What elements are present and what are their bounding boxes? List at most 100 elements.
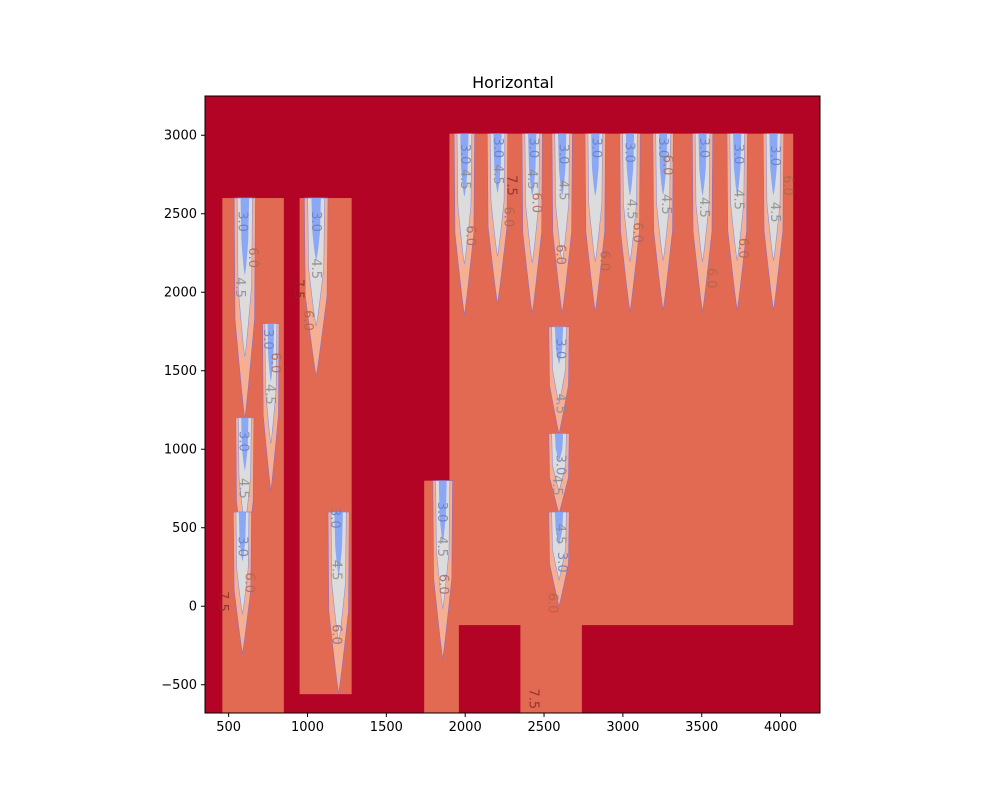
x-tick-label: 3000 xyxy=(606,720,639,735)
x-tick-label: 1000 xyxy=(291,720,324,735)
contour-label-layer: 3.06.04.53.06.04.53.04.53.06.07.53.04.56… xyxy=(215,137,795,709)
contour-label: 3.0 xyxy=(655,137,670,158)
contour-label: 3.0 xyxy=(526,137,541,158)
contour-label: 4.5 xyxy=(658,194,673,215)
contour-label: 6.0 xyxy=(300,310,315,331)
contour-pocket xyxy=(453,133,475,316)
contour-band-below-3 xyxy=(591,133,600,196)
contour-label: 4.5 xyxy=(549,475,564,496)
y-tick-label: 3000 xyxy=(164,129,197,144)
contour-band-below-3 xyxy=(311,198,321,261)
y-tick-label: −500 xyxy=(161,678,197,693)
contour-band-below-3 xyxy=(733,133,742,196)
contour-label: 3.0 xyxy=(235,536,250,557)
contour-label: 3.0 xyxy=(308,211,323,232)
x-tick-label: 2000 xyxy=(449,720,482,735)
chart-title: Horizontal xyxy=(472,73,554,92)
contour-band-3-4.5 xyxy=(456,133,473,265)
contour-band-3-4.5 xyxy=(551,326,567,405)
contour-label: 4.5 xyxy=(696,197,711,218)
contour-band-3-4.5 xyxy=(307,197,325,327)
contour-label: 6.0 xyxy=(660,155,675,176)
x-tick-label: 3500 xyxy=(685,720,718,735)
contour-label: 7.5 xyxy=(215,591,230,612)
y-tick-label: 0 xyxy=(189,600,197,615)
contour-band-below-3 xyxy=(528,133,537,197)
contour-label: 3.0 xyxy=(327,508,342,529)
contour-pocket xyxy=(432,480,453,660)
contour-band-3-4.5 xyxy=(655,133,671,262)
contour-band-3-4.5 xyxy=(551,433,567,493)
contour-label: 6.0 xyxy=(529,192,544,213)
contour-label: 4.5 xyxy=(490,164,505,185)
y-tick-label: 2000 xyxy=(164,286,197,301)
contour-label: 6.0 xyxy=(704,268,719,289)
contour-label: 4.5 xyxy=(623,199,638,220)
contour-band-below-3 xyxy=(334,512,343,576)
contour-pocket xyxy=(486,133,509,305)
contour-label: 4.5 xyxy=(328,560,343,581)
contour-label: 6.0 xyxy=(500,207,515,228)
contour-label: 7.5 xyxy=(291,279,306,300)
contour-band-3-4.5 xyxy=(330,511,347,644)
contour-band-below-3 xyxy=(554,326,564,365)
contour-label: 7.5 xyxy=(526,689,541,710)
contour-pocket xyxy=(327,511,350,694)
contour-band-3-4.5 xyxy=(551,511,567,581)
contour-label: 6.0 xyxy=(735,238,750,259)
contour-label: 4.5 xyxy=(308,258,323,279)
contour-band-3-4.5 xyxy=(622,133,638,263)
contour-label: 6.0 xyxy=(328,624,343,645)
contour-label: 4.5 xyxy=(262,384,277,405)
contour-pocket xyxy=(762,133,785,311)
contour-band-3-4.5 xyxy=(554,133,570,264)
contour-label: 3.0 xyxy=(235,211,250,232)
contour-band-below-3 xyxy=(460,133,469,197)
plot-area: 3.06.04.53.06.04.53.04.53.06.07.53.04.56… xyxy=(205,96,820,713)
contour-region-6-7.5 xyxy=(520,606,582,713)
contour-band-below-3 xyxy=(625,133,635,196)
contour-label: 3.0 xyxy=(552,455,567,476)
contour-pocket xyxy=(652,133,674,311)
contour-label: 6.0 xyxy=(242,572,257,593)
contour-pocket xyxy=(726,133,748,311)
contour-band-3-4.5 xyxy=(524,133,540,264)
contour-label: 4.5 xyxy=(232,277,247,298)
contour-label: 6.0 xyxy=(462,225,477,246)
contour-label: 4.5 xyxy=(434,536,449,557)
pocket-layer xyxy=(233,133,785,694)
contour-label: 4.5 xyxy=(767,202,782,223)
contour-label: 4.5 xyxy=(524,169,539,190)
contour-pocket xyxy=(584,133,606,313)
contour-band-3-4.5 xyxy=(435,480,451,610)
contour-pocket xyxy=(304,197,329,377)
contour-band-below-3 xyxy=(241,417,249,471)
x-tick-label: 2500 xyxy=(527,720,560,735)
contour-label: 6.0 xyxy=(436,574,451,595)
contour-band-below-3 xyxy=(769,133,778,196)
contour-label: 6.0 xyxy=(245,247,260,268)
contour-label: 4.5 xyxy=(235,478,250,499)
y-tick-label: 2500 xyxy=(164,207,197,222)
contour-band-below-3 xyxy=(658,133,668,196)
contour-label: 3.0 xyxy=(554,552,569,573)
contour-band-below-3 xyxy=(267,323,275,382)
contour-label: 7.5 xyxy=(503,175,518,196)
contour-pocket xyxy=(233,197,256,419)
contour-pocket xyxy=(619,133,641,313)
contour-pocket xyxy=(551,133,573,314)
contour-band-below-3 xyxy=(238,512,247,562)
x-tick-label: 1500 xyxy=(370,720,403,735)
contour-band-below-3 xyxy=(554,512,564,546)
contour-label: 4.5 xyxy=(457,169,472,190)
contour-band-below-3 xyxy=(240,198,250,275)
contour-label: 6.0 xyxy=(779,175,794,196)
contour-label: 6.0 xyxy=(544,593,559,614)
contour-pocket xyxy=(521,133,543,314)
y-tick-label: 500 xyxy=(172,521,197,536)
contour-pocket xyxy=(262,323,280,491)
y-tick-label: 1500 xyxy=(164,364,197,379)
y-axis: −500 0 500 1000 1500 2000 2500 3000 xyxy=(161,129,205,693)
contour-band-below-3 xyxy=(438,480,447,543)
